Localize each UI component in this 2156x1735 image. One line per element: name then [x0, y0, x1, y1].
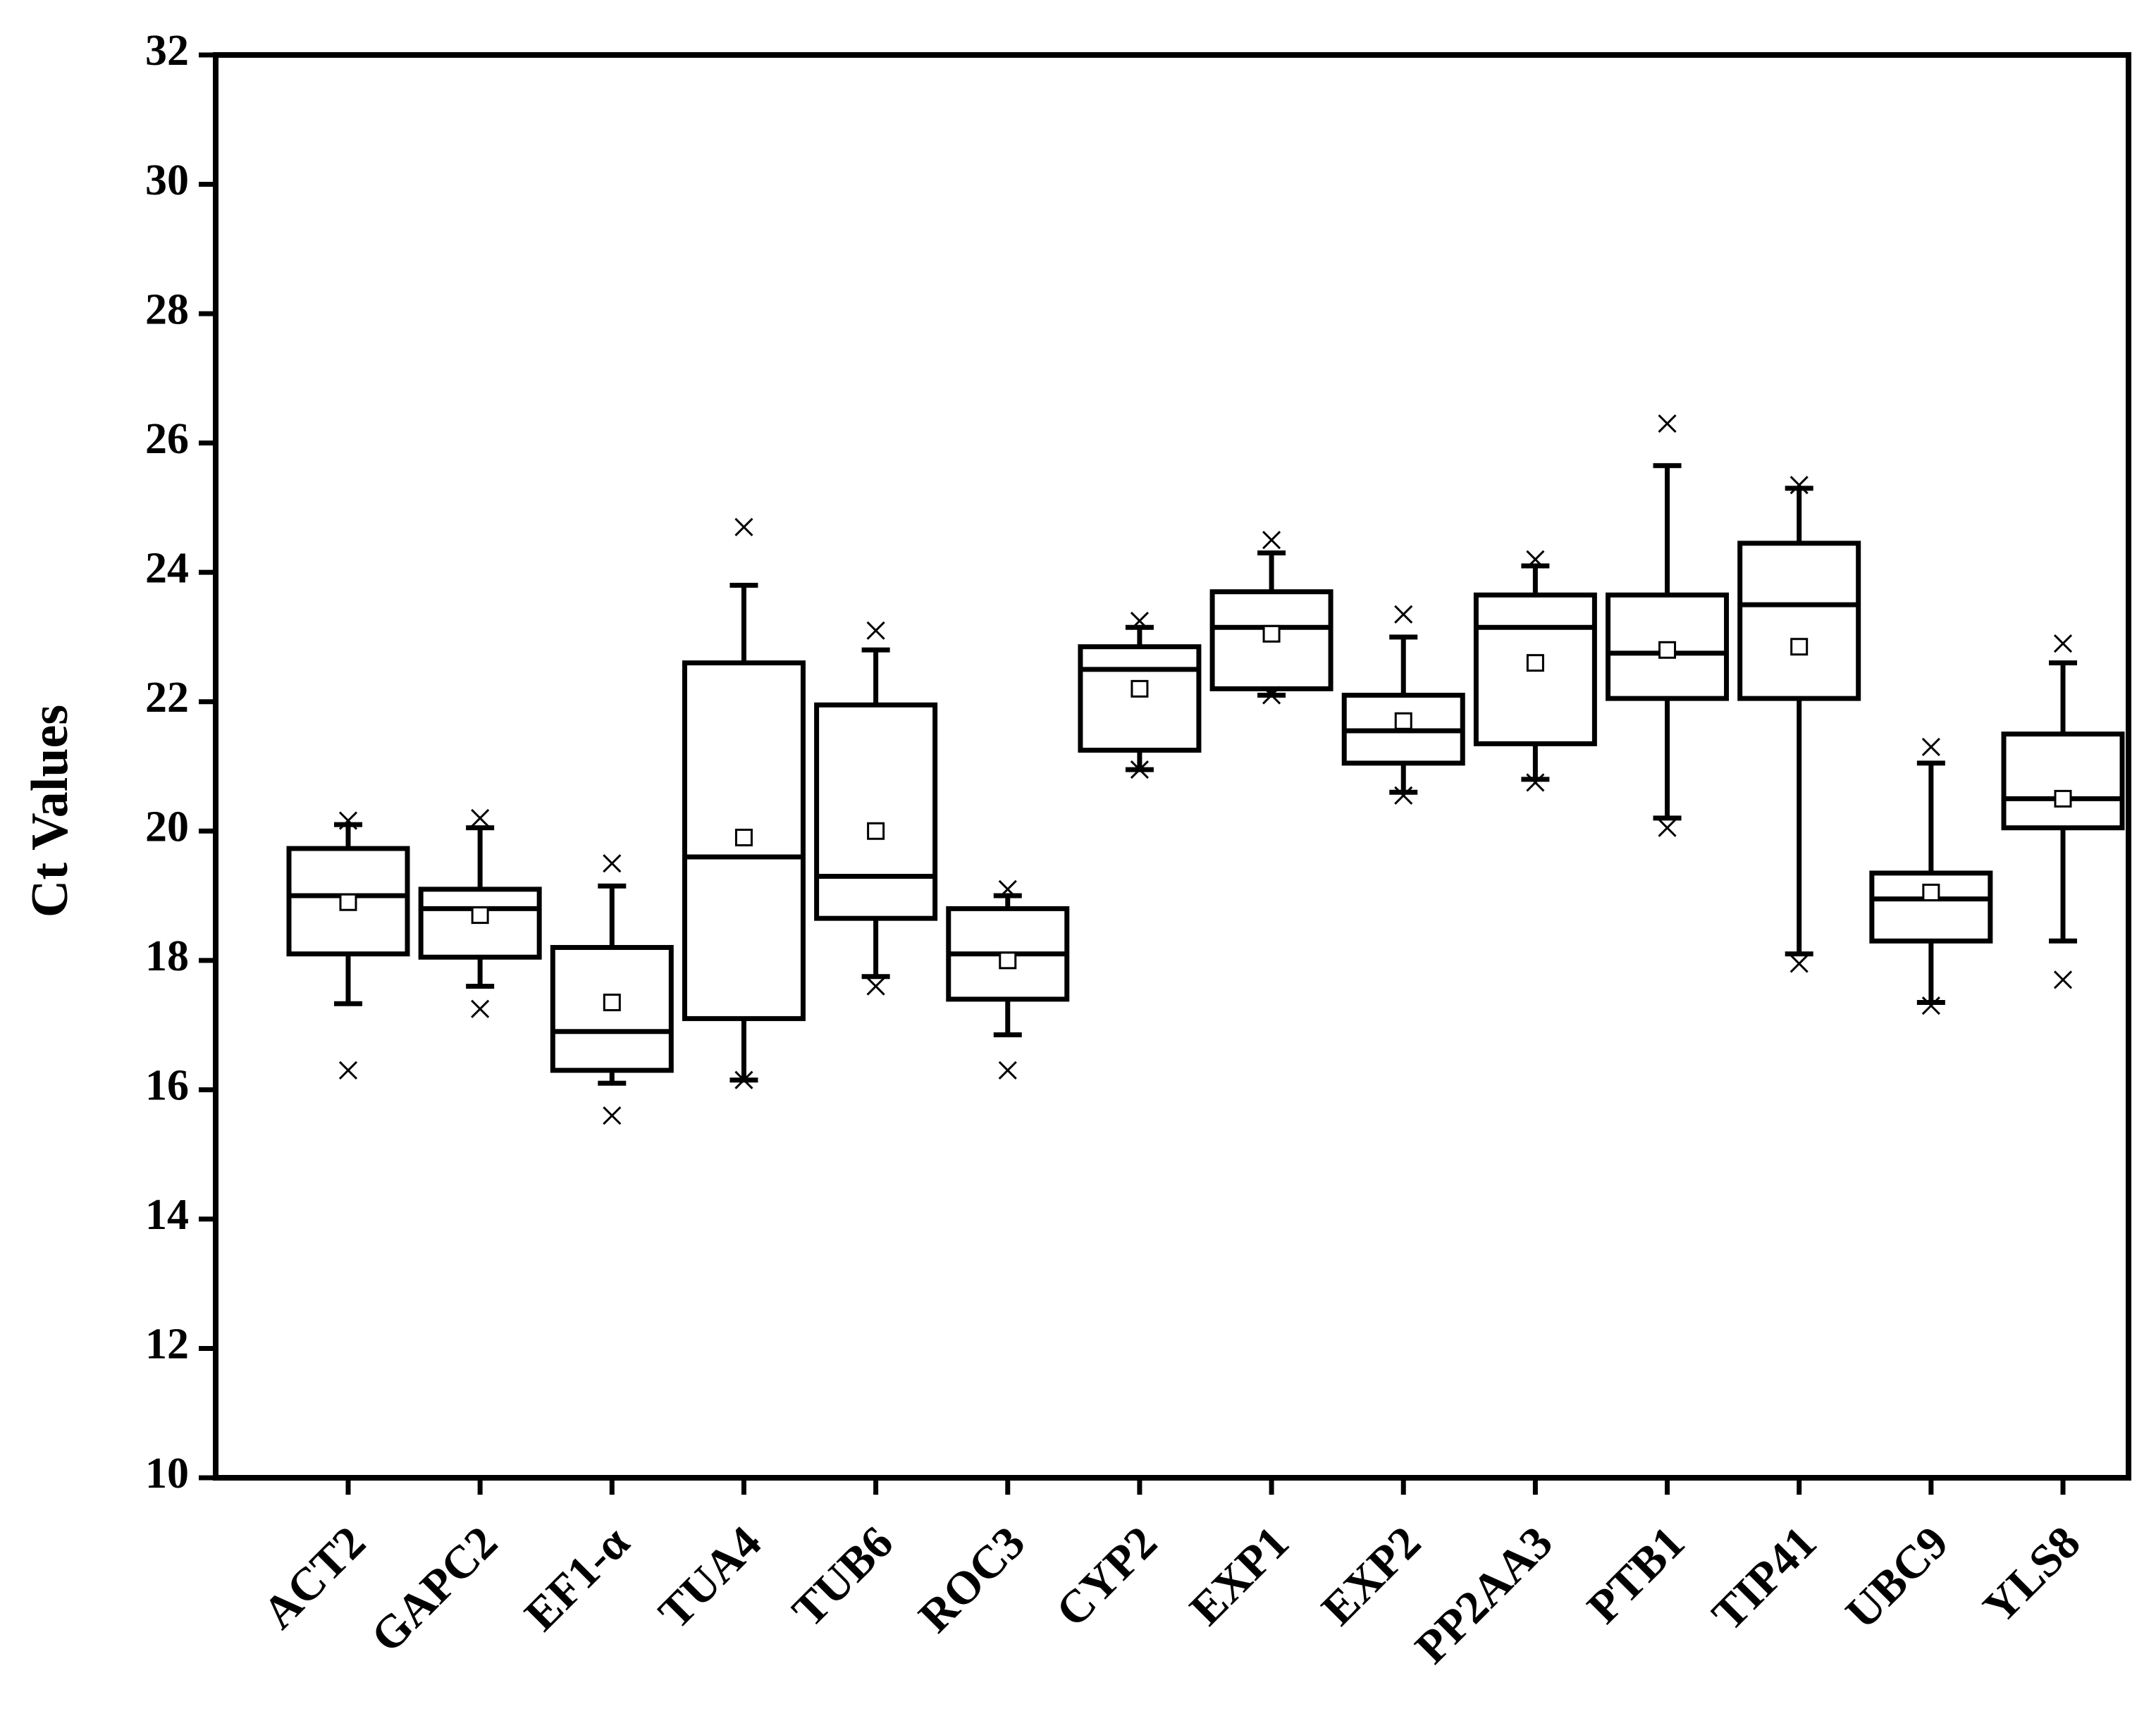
mean-marker [999, 951, 1017, 970]
x-tick-label: YLS8 [1973, 1517, 2090, 1634]
box [814, 702, 938, 921]
y-axis-label: Ct Values [21, 705, 79, 918]
min-marker [338, 1061, 358, 1080]
x-tick-label: PTB1 [1577, 1517, 1694, 1634]
max-marker [998, 879, 1017, 899]
max-marker [1921, 737, 1940, 757]
y-tick-label: 20 [145, 803, 189, 851]
y-tick-label: 18 [145, 932, 189, 980]
box [286, 846, 410, 957]
mean-marker [603, 993, 621, 1011]
max-marker [1130, 611, 1149, 631]
max-marker [471, 808, 490, 827]
box [1209, 589, 1333, 691]
min-marker [998, 1061, 1017, 1080]
mean-marker [867, 822, 885, 840]
box [682, 660, 806, 1021]
min-marker [1130, 760, 1149, 779]
min-marker [1658, 818, 1677, 837]
box [1737, 541, 1861, 701]
mean-marker [734, 828, 753, 846]
y-tick-label: 12 [145, 1321, 189, 1369]
min-marker [734, 1070, 753, 1089]
max-marker [2053, 634, 2073, 653]
min-marker [1394, 786, 1413, 805]
y-tick-label: 16 [145, 1062, 189, 1110]
x-tick-label: EXP2 [1312, 1517, 1431, 1635]
box [1606, 592, 1730, 701]
y-tick-label: 32 [145, 27, 189, 75]
y-tick-label: 22 [145, 674, 189, 722]
x-tick-label: ROC3 [909, 1517, 1035, 1643]
max-marker [866, 621, 885, 640]
mean-marker [1658, 641, 1677, 659]
mean-marker [1131, 679, 1149, 698]
mean-marker [2054, 789, 2072, 808]
mean-marker [1526, 654, 1544, 672]
mean-marker [1394, 712, 1412, 730]
mean-marker [1790, 638, 1809, 656]
min-marker [1921, 996, 1940, 1015]
y-tick-label: 14 [145, 1191, 189, 1239]
min-marker [471, 999, 490, 1018]
max-marker [338, 811, 358, 830]
min-marker [1262, 686, 1281, 705]
y-tick-label: 10 [145, 1450, 189, 1498]
x-tick-label: TIP41 [1702, 1517, 1826, 1641]
x-tick-label: PP2AA3 [1405, 1517, 1563, 1674]
x-tick-label: CYP2 [1047, 1517, 1167, 1637]
max-marker [603, 854, 622, 873]
max-marker [1658, 414, 1677, 433]
x-tick-label: EF1-α [515, 1517, 639, 1641]
max-marker [1790, 476, 1809, 495]
box [1078, 644, 1202, 753]
max-marker [1394, 605, 1413, 624]
box [418, 887, 542, 960]
min-marker [1526, 773, 1545, 792]
x-tick-label: EXP1 [1180, 1517, 1298, 1635]
y-tick-label: 28 [145, 285, 189, 333]
x-tick-label: TUB6 [782, 1517, 903, 1637]
y-tick-label: 24 [145, 544, 189, 592]
mean-marker [471, 906, 489, 925]
box [1473, 592, 1597, 746]
max-marker [1262, 531, 1281, 550]
min-marker [603, 1106, 622, 1125]
y-tick-label: 26 [145, 415, 189, 463]
box [1869, 870, 1993, 944]
max-marker [734, 517, 753, 537]
mean-marker [339, 893, 357, 911]
y-tick-label: 30 [145, 156, 189, 204]
x-tick-label: ACT2 [253, 1517, 375, 1638]
box [550, 944, 674, 1073]
x-tick-label: UBC9 [1836, 1517, 1958, 1638]
max-marker [1526, 550, 1545, 569]
x-tick-label: TUA4 [649, 1517, 771, 1638]
min-marker [866, 977, 885, 996]
min-marker [1790, 954, 1809, 973]
mean-marker [1262, 624, 1281, 643]
min-marker [2053, 970, 2073, 989]
box [2001, 731, 2125, 831]
mean-marker [1922, 883, 1940, 901]
x-tick-label: GAPC2 [362, 1517, 507, 1662]
plot-frame [213, 52, 2131, 1481]
